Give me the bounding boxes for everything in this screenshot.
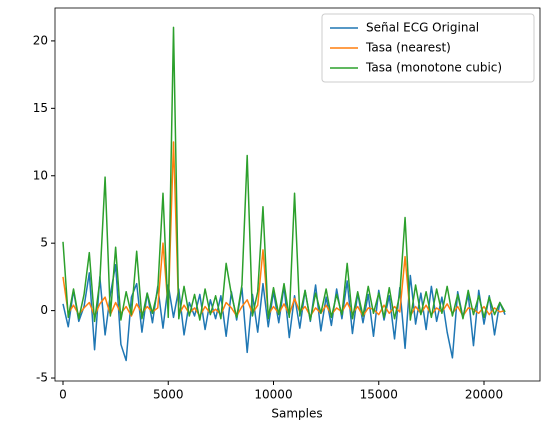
legend-label: Tasa (nearest) [365,41,451,55]
y-tick-label: 20 [33,33,48,47]
y-tick-label: 15 [33,101,48,115]
axes-frame [54,7,541,382]
x-tick-label: 10000 [254,388,292,402]
y-tick-label: 10 [33,168,48,182]
x-tick-label: 0 [59,388,67,402]
y-tick-label: -5 [36,371,48,385]
y-tick-label: 0 [40,303,48,317]
legend-label: Señal ECG Original [366,21,479,35]
x-tick-label: 15000 [360,388,398,402]
x-tick-label: 20000 [465,388,503,402]
legend-label: Tasa (monotone cubic) [365,61,502,75]
legend: Señal ECG Original Tasa (nearest) Tasa (mo… [321,13,535,83]
y-tick-label: 5 [40,236,48,250]
x-tick-label: 5000 [153,388,184,402]
series-line [62,26,506,323]
x-axis-label: Samples [271,407,322,421]
legend-box [321,13,535,83]
